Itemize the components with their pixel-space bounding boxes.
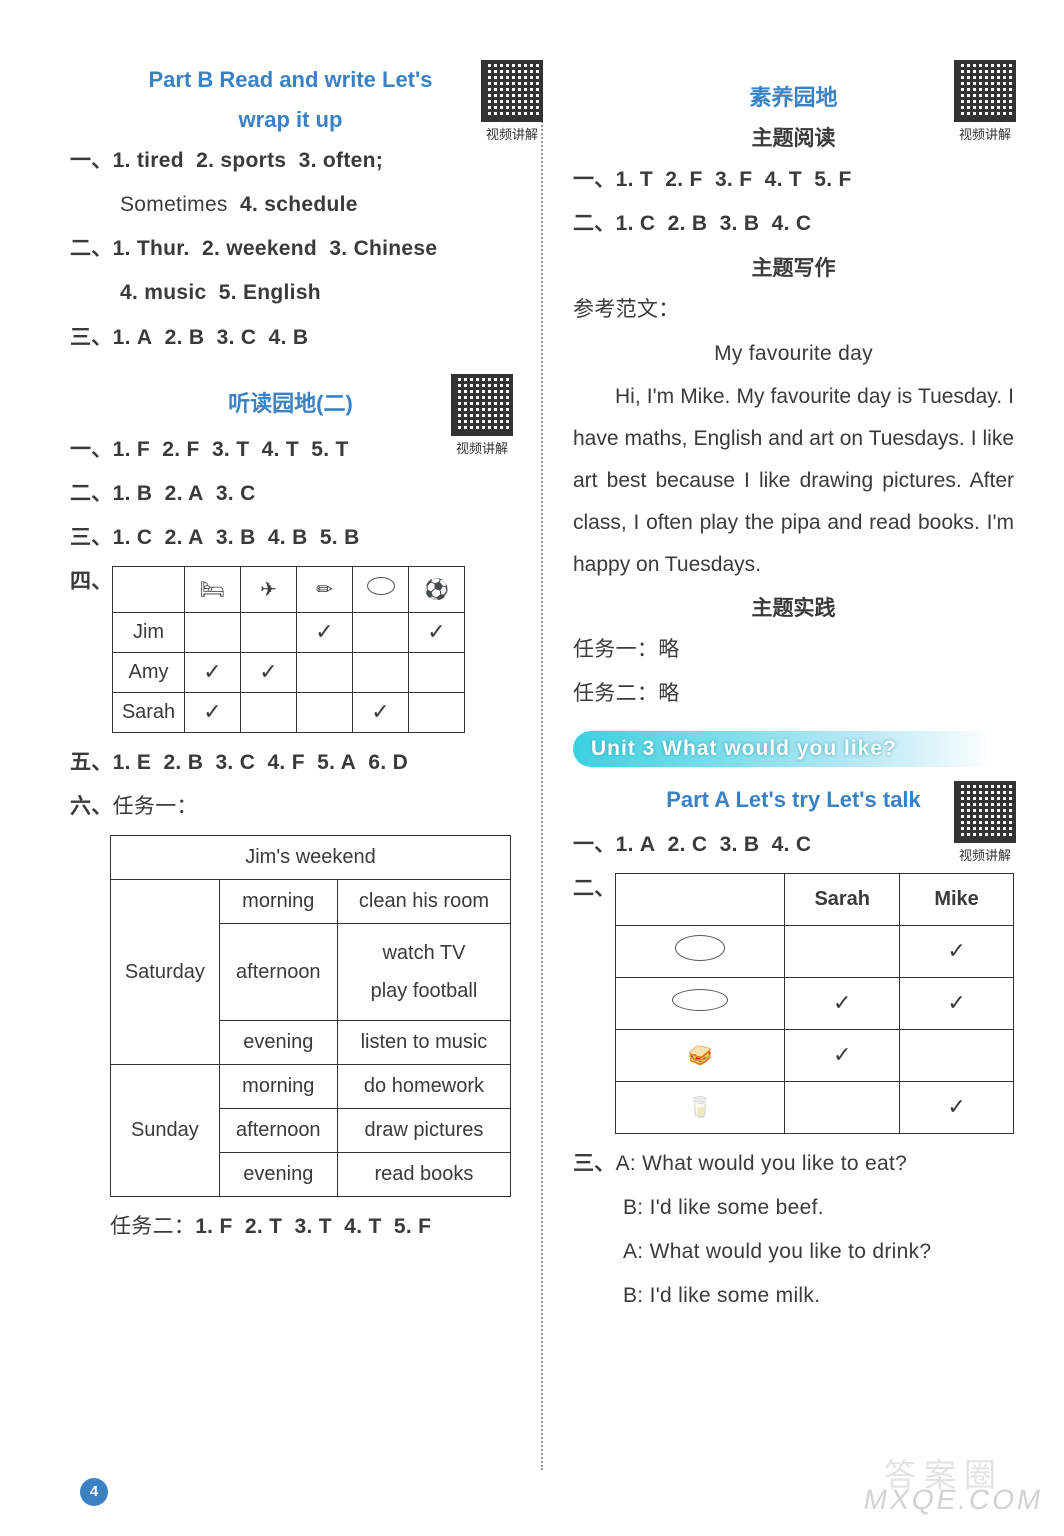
qr-box-2: 视频讲解 — [447, 374, 517, 457]
dialog-line: 三、A: What would you like to eat? — [573, 1142, 1014, 1186]
watermark-en: MXQE.COM — [862, 1484, 1047, 1516]
answer-line: 二、1. B 2. A 3. C — [70, 472, 511, 516]
qr-box-1: 视频讲解 — [477, 60, 547, 143]
section-title-parta: Part A Let's try Let's talk — [573, 787, 1014, 813]
qr-label: 视频讲解 — [959, 127, 1011, 142]
table-row: Sarah ✓ ✓ — [113, 692, 465, 732]
qr-icon — [481, 60, 543, 122]
table-row: ✓ ✓ — [616, 977, 1014, 1029]
answer-line: 一、1. A 2. C 3. B 4. C — [573, 823, 1014, 867]
essay-body: Hi, I'm Mike. My favourite day is Tuesda… — [573, 376, 1014, 586]
page-number: 4 — [80, 1478, 108, 1506]
marker-four: 四、 — [70, 570, 113, 593]
answer-line: 一、1. T 2. F 3. F 4. T 5. F — [573, 158, 1014, 202]
table-four: 🛏 ✈ ✏ ⚽ Jim ✓ ✓ Amy ✓ ✓ — [112, 566, 465, 733]
sub-writing: 主题写作 — [573, 252, 1014, 282]
section-title-partb: Part B Read and write Let's wrap it up — [70, 60, 511, 139]
answer-line: Sometimes 4. schedule — [70, 183, 511, 227]
answer-line: 二、1. Thur. 2. weekend 3. Chinese — [70, 227, 511, 271]
marker-two: 二、 — [573, 877, 616, 900]
section-title-suyang: 素养园地 — [573, 80, 1014, 112]
pencil-icon: ✏ — [297, 566, 353, 612]
table-weekend: Jim's weekend Saturday morning clean his… — [110, 835, 511, 1197]
answer-line: 五、1. E 2. B 3. C 4. F 5. A 6. D — [70, 741, 511, 785]
table-row: Amy ✓ ✓ — [113, 652, 465, 692]
qr-label: 视频讲解 — [959, 848, 1011, 863]
sandwich-icon: 🥪 — [616, 1029, 785, 1081]
answer-line: 三、1. C 2. A 3. B 4. B 5. B — [70, 516, 511, 560]
answer-line: 三、1. A 2. B 3. C 4. B — [70, 316, 511, 360]
bed-icon: 🛏 — [185, 566, 241, 612]
task1-label: 六、任务一： — [70, 785, 511, 829]
essay-title: My favourite day — [573, 332, 1014, 376]
qr-box-3: 视频讲解 — [950, 60, 1020, 143]
qr-box-4: 视频讲解 — [950, 781, 1020, 864]
section-title-listen: 听读园地(二) — [70, 386, 511, 418]
task-line: 任务一：略 — [573, 628, 1014, 672]
dialog-line: B: I'd like some beef. — [573, 1186, 1014, 1230]
qr-icon — [451, 374, 513, 436]
bowl-icon — [353, 566, 409, 612]
table-row: 🥛 ✓ — [616, 1081, 1014, 1133]
sub-reading: 主题阅读 — [573, 122, 1014, 152]
table-row: ✓ — [616, 925, 1014, 977]
bowl-icon — [616, 925, 785, 977]
page: 视频讲解 Part B Read and write Let's wrap it… — [0, 0, 1064, 1536]
table-row: 🥪 ✓ — [616, 1029, 1014, 1081]
cup-icon: 🥛 — [616, 1081, 785, 1133]
plate-icon — [616, 977, 785, 1029]
ball-icon: ⚽ — [409, 566, 465, 612]
answer-line: 一、1. tired 2. sports 3. often; — [70, 139, 511, 183]
qr-icon — [954, 60, 1016, 122]
task2-line: 任务二：1. F 2. T 3. T 4. T 5. F — [70, 1205, 511, 1249]
table-row: Jim ✓ ✓ — [113, 612, 465, 652]
answer-line: 一、1. F 2. F 3. T 4. T 5. T — [70, 428, 511, 472]
dialog-line: B: I'd like some milk. — [573, 1274, 1014, 1318]
qr-label: 视频讲解 — [486, 127, 538, 142]
plane-icon: ✈ — [241, 566, 297, 612]
left-column: 视频讲解 Part B Read and write Let's wrap it… — [70, 60, 541, 1496]
task-line: 任务二：略 — [573, 672, 1014, 716]
answer-line: 4. music 5. English — [70, 271, 511, 315]
unit-banner: Unit 3 What would you like? — [573, 731, 996, 767]
sub-practice: 主题实践 — [573, 592, 1014, 622]
qr-icon — [954, 781, 1016, 843]
qr-label: 视频讲解 — [456, 441, 508, 456]
table-right: Sarah Mike ✓ ✓ ✓ 🥪 ✓ — [615, 873, 1014, 1134]
right-column: 视频讲解 素养园地 主题阅读 一、1. T 2. F 3. F 4. T 5. … — [543, 60, 1014, 1496]
dialog-line: A: What would you like to drink? — [573, 1230, 1014, 1274]
ref-label: 参考范文： — [573, 288, 1014, 332]
answer-line: 二、1. C 2. B 3. B 4. C — [573, 202, 1014, 246]
